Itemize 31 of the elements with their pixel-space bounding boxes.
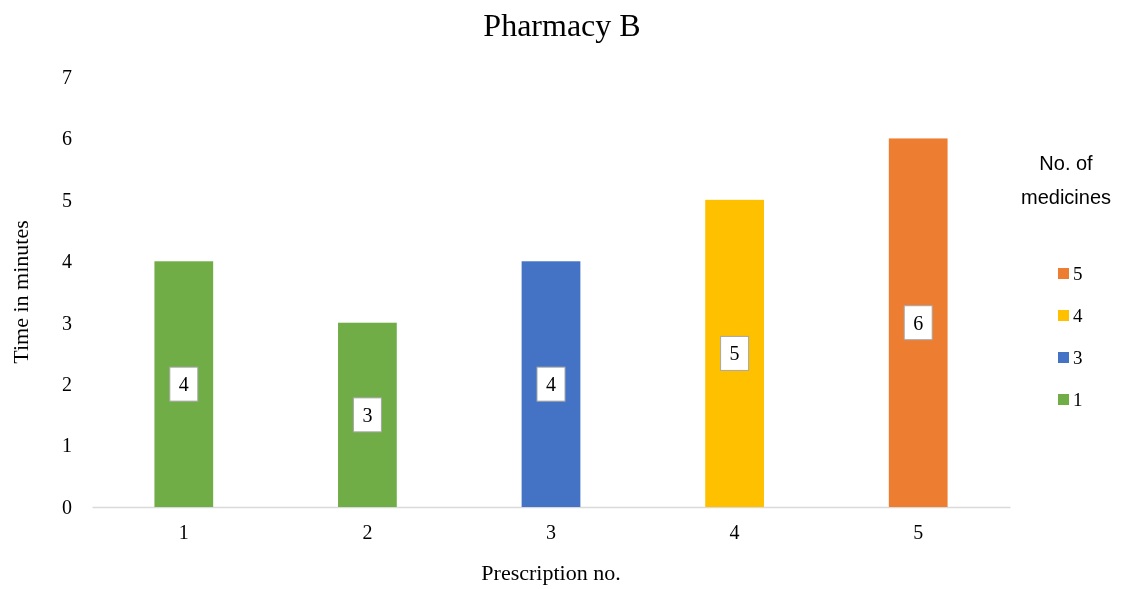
data-label: 5 [729, 342, 740, 365]
bar [888, 138, 948, 507]
data-label: 4 [178, 373, 189, 396]
y-tick-label: 1 [62, 434, 72, 457]
bar [521, 261, 581, 507]
chart-title: Pharmacy B [483, 7, 641, 43]
legend-label: 1 [1073, 389, 1083, 410]
x-tick-label: 3 [546, 521, 556, 544]
y-tick-label: 2 [62, 373, 72, 396]
bar [705, 199, 764, 507]
bar [154, 261, 214, 507]
y-tick-label: 0 [62, 495, 72, 518]
data-label: 4 [546, 373, 556, 396]
x-tick-label: 2 [362, 521, 373, 544]
y-tick-label: 6 [62, 127, 72, 150]
data-label: 6 [913, 311, 924, 334]
x-tick-label: 4 [729, 521, 740, 544]
y-tick-label: 5 [62, 188, 72, 211]
x-axis-title: Prescription no. [481, 560, 621, 585]
legend-label: 4 [1073, 305, 1083, 326]
bar [338, 322, 397, 507]
y-axis-title: Time in minutes [8, 220, 33, 364]
legend-label: 5 [1073, 263, 1083, 284]
y-tick-label: 3 [62, 311, 72, 334]
x-tick-label: 5 [913, 521, 924, 544]
legend-title: No. of medicines [1020, 152, 1112, 208]
legend-label: 3 [1073, 347, 1083, 368]
y-tick-label: 4 [62, 250, 72, 273]
y-tick-label: 7 [62, 65, 72, 88]
x-tick-label: 1 [178, 521, 189, 544]
data-label: 3 [362, 403, 373, 426]
